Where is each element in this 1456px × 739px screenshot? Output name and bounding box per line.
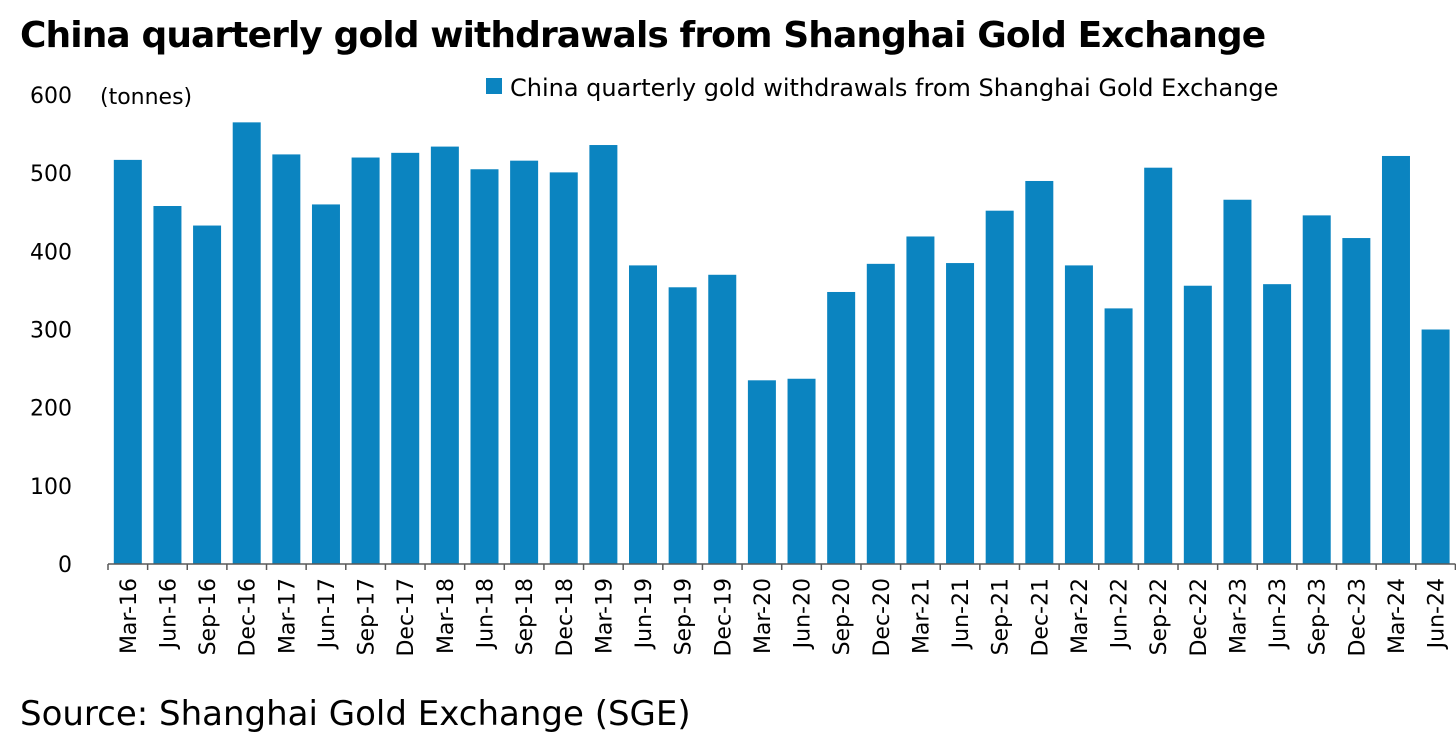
legend: China quarterly gold withdrawals from Sh… — [486, 74, 1278, 102]
bar — [906, 236, 935, 565]
legend-swatch — [486, 78, 502, 94]
bar-chart: 0 100 200 300 400 500 600 (tonnes) Mar-16 Jun-1… — [30, 74, 1456, 657]
x-tick-label: Mar-16 — [117, 578, 142, 654]
bar — [827, 291, 856, 564]
x-tick-label: Sep-23 — [1306, 578, 1331, 655]
bar — [351, 157, 380, 564]
bar — [1263, 284, 1292, 564]
x-tick-label: Sep-18 — [513, 578, 538, 655]
x-tick-label: Sep-16 — [196, 578, 221, 655]
legend-label: China quarterly gold withdrawals from Sh… — [510, 74, 1278, 102]
bar — [1381, 155, 1410, 564]
x-tick-label: Dec-16 — [236, 578, 261, 657]
bar — [510, 160, 539, 564]
x-tick-label: Mar-19 — [592, 578, 617, 654]
bar — [153, 206, 182, 564]
x-axis-ticks: Mar-16 Jun-16 Sep-16 Dec-16 Mar-17 Jun-17 Sep-… — [107, 564, 1456, 657]
x-tick-label: Mar-23 — [1226, 578, 1251, 654]
bar — [747, 380, 776, 564]
bar — [232, 122, 261, 565]
bar — [430, 146, 459, 564]
bar — [272, 154, 301, 564]
x-tick-label: Jun-24 — [1425, 578, 1450, 650]
x-tick-label: Dec-19 — [711, 578, 736, 657]
x-tick-label: Jun-17 — [315, 578, 340, 650]
x-tick-label: Jun-20 — [791, 578, 816, 650]
x-tick-label: Sep-21 — [989, 578, 1014, 655]
bar — [708, 274, 737, 564]
bar — [1104, 308, 1133, 564]
bar — [549, 172, 578, 564]
y-tick-label: 600 — [30, 84, 72, 109]
chart-title: China quarterly gold withdrawals from Sh… — [20, 15, 1266, 56]
x-tick-label: Jun-16 — [156, 578, 181, 650]
bar — [1144, 167, 1173, 564]
bar — [589, 145, 618, 564]
bar — [1223, 199, 1252, 565]
y-tick-label: 100 — [30, 475, 72, 500]
x-tick-label: Dec-21 — [1028, 578, 1053, 657]
bar — [985, 210, 1014, 564]
bar — [113, 159, 142, 564]
bar — [391, 152, 420, 564]
source-note: Source: Shanghai Gold Exchange (SGE) — [20, 694, 691, 734]
bar — [311, 204, 340, 564]
bar — [629, 265, 657, 564]
x-tick-label: Jun-18 — [473, 578, 498, 650]
bar — [470, 169, 499, 564]
bars — [113, 122, 1450, 565]
x-tick-label: Sep-19 — [672, 578, 697, 655]
y-axis-ticks: 0 100 200 300 400 500 600 — [30, 84, 72, 578]
bar — [668, 287, 697, 564]
bar — [193, 225, 222, 565]
x-tick-label: Sep-17 — [355, 578, 380, 655]
bar — [946, 263, 975, 564]
x-tick-label: Dec-18 — [553, 578, 578, 657]
x-tick-label: Jun-22 — [1108, 578, 1133, 650]
x-tick-label: Dec-20 — [870, 578, 895, 657]
bar — [1302, 215, 1331, 564]
y-tick-label: 300 — [30, 319, 72, 344]
x-tick-label: Mar-22 — [1068, 578, 1093, 654]
bar — [1183, 285, 1212, 564]
bar — [866, 263, 895, 564]
x-tick-label: Jun-19 — [632, 578, 657, 650]
x-tick-label: Sep-20 — [830, 578, 855, 655]
x-tick-label: Mar-18 — [434, 578, 459, 654]
bar — [787, 378, 816, 564]
y-tick-label: 500 — [30, 162, 72, 187]
x-tick-label: Jun-21 — [949, 578, 974, 650]
x-tick-label: Dec-17 — [394, 578, 419, 657]
x-tick-label: Mar-17 — [275, 578, 300, 654]
y-tick-label: 400 — [30, 240, 72, 265]
x-tick-label: Sep-22 — [1147, 578, 1172, 655]
bar — [1421, 329, 1450, 564]
bar — [1342, 238, 1371, 565]
bar — [1025, 180, 1054, 565]
x-tick-label: Jun-23 — [1266, 578, 1291, 650]
x-tick-label: Dec-23 — [1345, 578, 1370, 657]
x-tick-label: Mar-24 — [1385, 578, 1410, 654]
y-tick-label: 0 — [58, 553, 72, 578]
y-tick-label: 200 — [30, 397, 72, 422]
y-axis-unit-label: (tonnes) — [100, 85, 192, 110]
bar — [1064, 265, 1093, 564]
x-tick-label: Mar-21 — [909, 578, 934, 654]
x-tick-label: Dec-22 — [1187, 578, 1212, 657]
x-tick-label: Mar-20 — [751, 578, 776, 654]
